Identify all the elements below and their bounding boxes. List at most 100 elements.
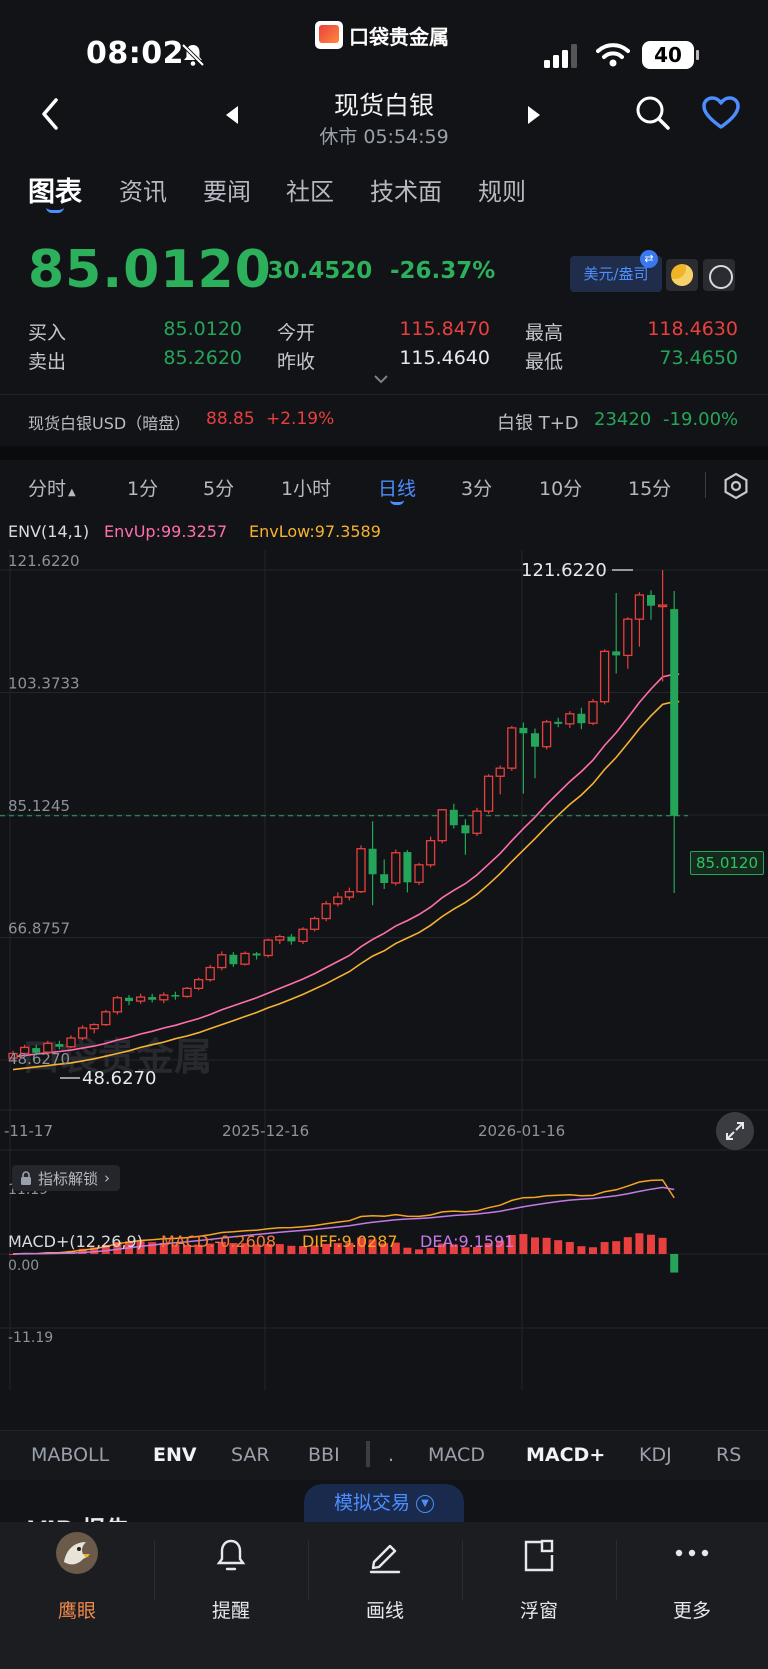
indicator-tab-sar[interactable]: SAR <box>231 1444 270 1466</box>
candle-body-up <box>298 928 308 943</box>
candle-body-up <box>66 1037 76 1048</box>
candle-body-up <box>495 767 505 777</box>
indicator-tab-macd-plus[interactable]: MACD+ <box>526 1444 606 1466</box>
macd-histogram-bar <box>368 1239 377 1254</box>
macd-histogram-bar <box>554 1240 563 1254</box>
macd-legend-diff: DIFF:9.0287 <box>302 1232 398 1251</box>
tab-news[interactable]: 资讯 <box>119 178 167 206</box>
y-tick-label: 85.1245 <box>8 797 70 815</box>
macd-histogram-bar <box>206 1243 215 1254</box>
dropdown-icon: ▲ <box>68 487 76 498</box>
nav-eagle-eye[interactable]: 鹰眼 <box>0 1522 154 1632</box>
macd-histogram-bar <box>101 1244 110 1254</box>
indicator-unlock-button[interactable]: 指标解锁 › <box>12 1165 121 1191</box>
next-instrument-icon[interactable] <box>528 106 540 124</box>
period-tab-1m[interactable]: 1分 <box>127 478 159 500</box>
tab-technical[interactable]: 技术面 <box>370 178 442 206</box>
indicator-tab-rs[interactable]: RS <box>716 1444 742 1466</box>
theme-toggle-button[interactable] <box>666 259 698 291</box>
macd-histogram-bar <box>647 1234 655 1254</box>
period-tab-label: 分时 <box>28 478 67 500</box>
tab-headlines[interactable]: 要闻 <box>203 178 251 206</box>
period-tab-10m[interactable]: 10分 <box>539 478 583 500</box>
chevron-right-icon: › <box>104 1169 111 1187</box>
macd-histogram-bar <box>322 1243 331 1254</box>
nav-separator <box>462 1540 463 1600</box>
tab-chart[interactable]: 图表 <box>28 177 82 208</box>
td-price: 23420 <box>594 409 652 430</box>
wifi-icon <box>596 43 630 67</box>
macd-histogram-bar <box>217 1241 226 1254</box>
indicator-tab-kdj[interactable]: KDJ <box>639 1444 672 1466</box>
period-tab-daily[interactable]: 日线 <box>378 478 417 500</box>
window-icon <box>524 1539 554 1572</box>
macd-histogram-bar <box>426 1247 435 1254</box>
macd-histogram-bar <box>148 1242 157 1254</box>
macd-histogram-bar <box>461 1247 470 1254</box>
candle-body-up <box>599 650 610 703</box>
nav-separator <box>154 1540 155 1600</box>
indicator-tab-maboll[interactable]: MABOLL <box>31 1444 110 1466</box>
period-tab-intraday[interactable]: 分时 ▲ <box>28 474 76 501</box>
env-legend-low: EnvLow:97.3589 <box>249 522 381 541</box>
indicator-tab-bar <box>0 1430 768 1480</box>
price-chart[interactable]: 口袋贵金属 121.6220 103.3733 85.1245 66.8757 -11-… <box>0 510 768 1430</box>
macd-histogram-bar <box>438 1243 447 1254</box>
reference-price: 88.85 <box>206 409 255 429</box>
nav-floating-window[interactable]: 浮窗 <box>462 1522 616 1632</box>
settings-icon[interactable] <box>722 472 750 500</box>
bottom-nav <box>0 1522 768 1669</box>
reference-name[interactable]: 现货白银USD（暗盘） <box>28 414 191 433</box>
high-value: 118.4630 <box>647 318 738 340</box>
nav-alerts[interactable]: 提醒 <box>154 1522 308 1632</box>
macd-histogram-bar <box>90 1247 99 1254</box>
macd-histogram-bar <box>519 1234 528 1254</box>
indicator-tab-dot[interactable]: . <box>388 1444 395 1466</box>
candle-body-down <box>554 721 563 724</box>
expand-icon[interactable] <box>716 1112 754 1150</box>
macd-histogram-bar <box>380 1243 389 1254</box>
unlock-label: 指标解锁 <box>38 1169 99 1188</box>
macd-histogram-bar <box>357 1237 365 1254</box>
macd-histogram-bar <box>229 1243 238 1254</box>
period-tab-5m[interactable]: 5分 <box>203 478 235 500</box>
macd-histogram-bar <box>159 1242 168 1254</box>
bid-value: 85.0120 <box>163 318 242 340</box>
heart-icon[interactable] <box>702 96 740 130</box>
back-icon[interactable] <box>36 96 64 132</box>
candle-body-up <box>193 978 204 990</box>
macd-histogram-bar <box>600 1242 609 1254</box>
macd-histogram-bar <box>531 1237 539 1254</box>
td-name[interactable]: 白银 T+D <box>497 413 579 434</box>
indicator-tab-macd[interactable]: MACD <box>428 1444 485 1466</box>
period-tab-15m[interactable]: 15分 <box>628 478 672 500</box>
macd-legend-macd: MACD:-0.2608 <box>161 1232 277 1251</box>
brand-name: 口袋贵金属 <box>349 24 449 49</box>
ask-label: 卖出 <box>28 351 67 373</box>
nav-draw[interactable]: 画线 <box>308 1522 462 1632</box>
macd-histogram-bar <box>9 1254 17 1255</box>
tools-button[interactable] <box>703 259 735 291</box>
indicator-tab-bbi[interactable]: BBI <box>308 1444 340 1466</box>
indicator-tab-env[interactable]: ENV <box>153 1444 197 1466</box>
search-icon[interactable] <box>634 94 672 132</box>
period-tab-1h[interactable]: 1小时 <box>281 478 332 500</box>
tab-rules[interactable]: 规则 <box>478 178 526 206</box>
nav-more[interactable]: 更多 <box>616 1522 768 1632</box>
x-tick-label: 2025-12-16 <box>222 1122 309 1140</box>
macd-histogram-bar <box>623 1237 632 1254</box>
macd-histogram-bar <box>275 1244 284 1254</box>
chevron-down-icon[interactable] <box>374 374 388 384</box>
active-period-indicator <box>390 500 404 505</box>
macd-histogram-bar <box>565 1242 574 1254</box>
bell-mute-icon <box>181 43 205 67</box>
macd-histogram-bar <box>403 1247 412 1254</box>
candle-body-down <box>287 936 296 942</box>
tab-community[interactable]: 社区 <box>286 178 334 206</box>
simulated-trade-button[interactable]: 模拟交易 ▼ <box>304 1484 464 1522</box>
candle-body-up <box>344 891 355 898</box>
period-tab-3m[interactable]: 3分 <box>461 478 493 500</box>
candle-body-up <box>43 1042 53 1053</box>
macd-histogram-bar <box>299 1246 307 1254</box>
prev-instrument-icon[interactable] <box>226 106 238 124</box>
